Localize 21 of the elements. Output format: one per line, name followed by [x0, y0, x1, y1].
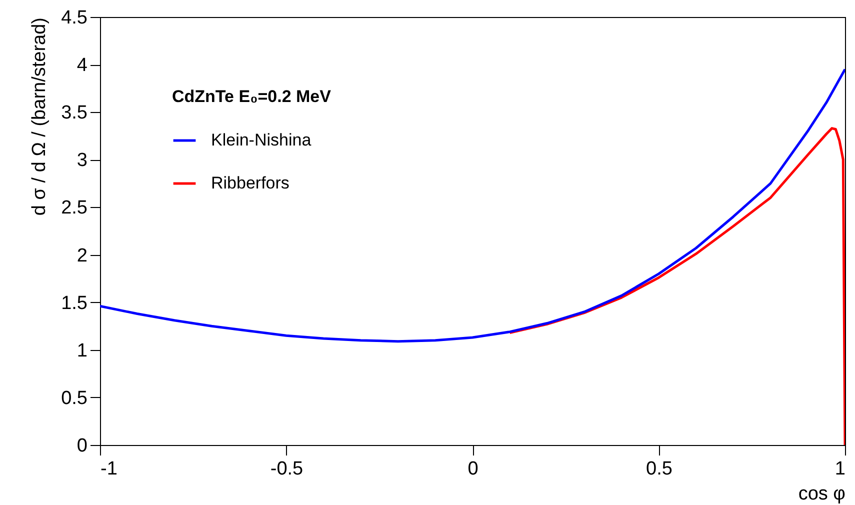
y-tick-label: 0.5	[61, 388, 88, 409]
y-tick-label: 2.5	[61, 198, 88, 219]
legend-title: CdZnTe E₀=0.2 MeV	[172, 87, 332, 106]
y-axis-title: d σ / d Ω / (barn/sterad)	[29, 18, 50, 216]
y-tick-label: 4	[76, 55, 88, 76]
legend-label: Klein-Nishina	[211, 130, 312, 150]
y-tick-label: 3.5	[61, 102, 88, 124]
line-series	[100, 68, 845, 343]
y-tick-label: 1	[76, 340, 88, 362]
x-axis-title: cos φ	[798, 484, 846, 504]
legend-label: Ribberfors	[211, 174, 290, 192]
y-tick-label: 0	[76, 436, 88, 456]
x-tick-label: -0.5	[270, 458, 304, 480]
x-tick-label: 1	[834, 458, 846, 480]
y-tick-label: 3	[76, 150, 88, 172]
y-tick-label: 1.5	[61, 292, 88, 314]
x-tick-label: 0.5	[646, 458, 672, 480]
y-tick-label: 4.5	[61, 8, 88, 28]
x-tick-label: 0	[468, 458, 478, 480]
x-tick-label: -1	[100, 458, 118, 480]
y-tick-label: 2	[76, 245, 88, 266]
